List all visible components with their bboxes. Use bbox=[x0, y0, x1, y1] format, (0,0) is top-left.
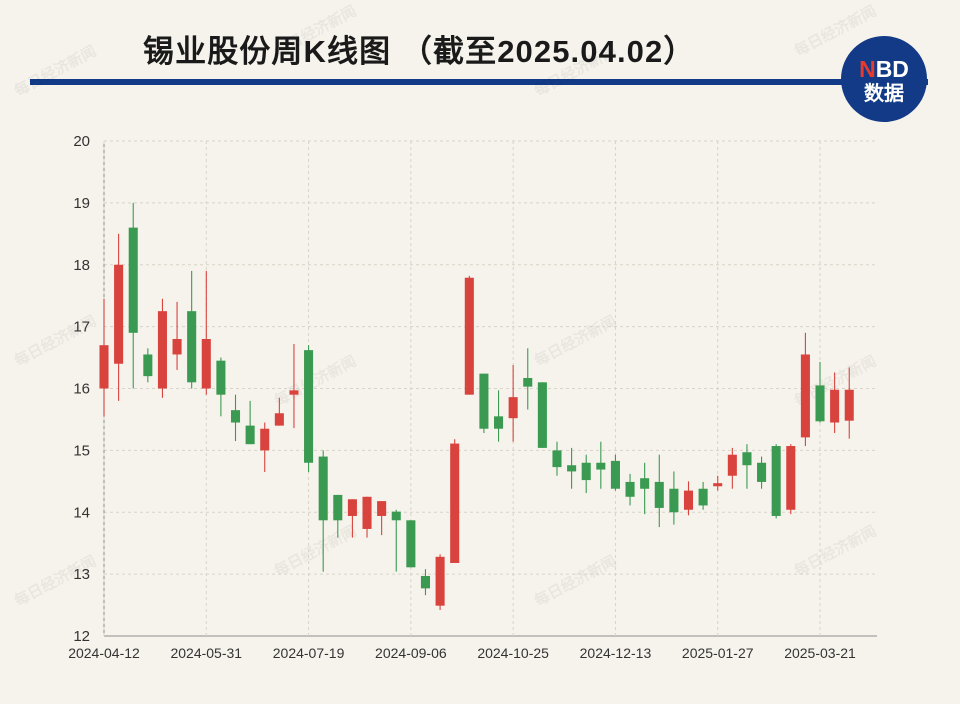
svg-text:20: 20 bbox=[73, 133, 90, 150]
svg-text:16: 16 bbox=[73, 381, 90, 398]
svg-text:14: 14 bbox=[73, 504, 90, 521]
svg-text:2024-10-25: 2024-10-25 bbox=[477, 645, 549, 661]
svg-text:12: 12 bbox=[73, 628, 90, 645]
svg-text:2024-04-12: 2024-04-12 bbox=[68, 645, 140, 661]
svg-text:2024-07-19: 2024-07-19 bbox=[273, 645, 345, 661]
svg-text:18: 18 bbox=[73, 257, 90, 274]
svg-text:15: 15 bbox=[73, 442, 90, 459]
svg-text:2024-12-13: 2024-12-13 bbox=[580, 645, 652, 661]
svg-text:2025-03-21: 2025-03-21 bbox=[784, 645, 856, 661]
svg-text:19: 19 bbox=[73, 195, 90, 212]
svg-text:17: 17 bbox=[73, 319, 90, 336]
svg-text:2024-09-06: 2024-09-06 bbox=[375, 645, 447, 661]
svg-text:2025-01-27: 2025-01-27 bbox=[682, 645, 754, 661]
svg-text:13: 13 bbox=[73, 566, 90, 583]
svg-text:2024-05-31: 2024-05-31 bbox=[170, 645, 242, 661]
